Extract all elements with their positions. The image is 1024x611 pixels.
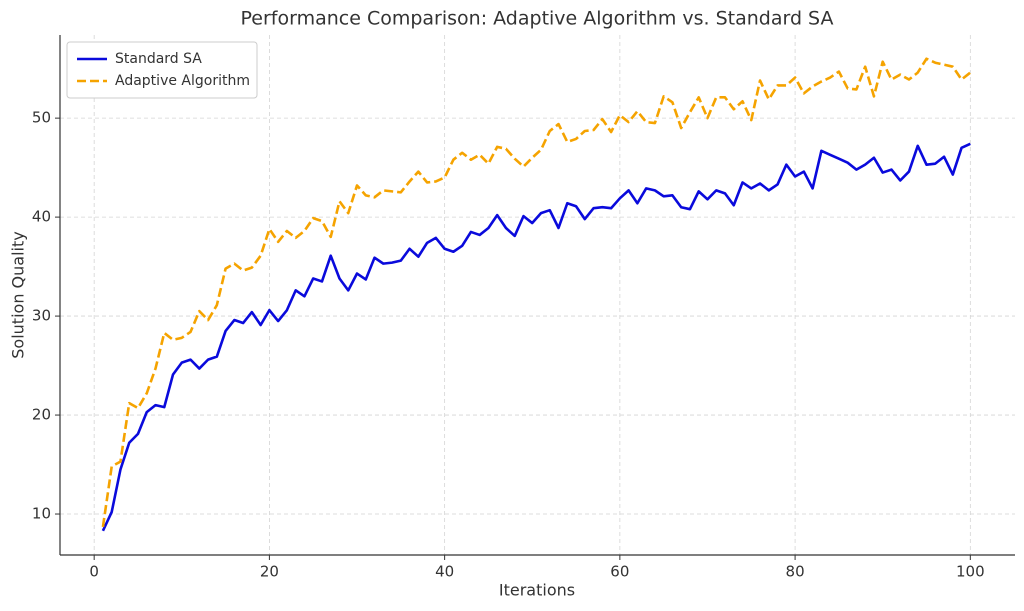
y-tick-label: 30: [32, 307, 51, 325]
x-tick-label: 40: [435, 563, 454, 581]
y-tick-label: 20: [32, 406, 51, 424]
series-line: [101, 57, 972, 528]
x-axis-label: Iterations: [499, 581, 575, 600]
x-tick-label: 20: [260, 563, 279, 581]
x-tick-label: 60: [610, 563, 629, 581]
chart-title: Performance Comparison: Adaptive Algorit…: [241, 8, 834, 30]
x-tick-label: 0: [89, 563, 99, 581]
legend-box: [66, 41, 258, 99]
legend-label: Standard SA: [115, 51, 202, 67]
y-axis-label: Solution Quality: [9, 231, 28, 358]
y-tick-label: 10: [32, 505, 51, 523]
series-line: [101, 142, 971, 532]
y-tick-label: 50: [32, 109, 51, 127]
y-tick-label: 40: [32, 208, 51, 226]
x-tick-label: 80: [786, 563, 805, 581]
x-tick-label: 100: [956, 563, 985, 581]
legend-label: Adaptive Algorithm: [115, 73, 250, 89]
